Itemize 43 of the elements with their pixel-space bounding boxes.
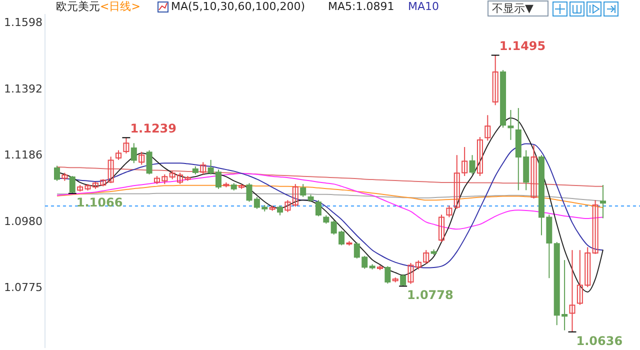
candlestick [476, 136, 483, 177]
candlestick [600, 184, 606, 219]
candlestick [292, 184, 298, 208]
candlestick [54, 165, 60, 182]
candlestick [592, 200, 598, 254]
y-tick-label: 1.0775 [4, 280, 42, 294]
text: MA10 [408, 0, 440, 13]
candlestick [384, 266, 391, 284]
candlestick [484, 114, 491, 142]
candlestick [69, 176, 76, 194]
y-tick-label: 1.1186 [4, 148, 42, 162]
y-tick-label: 1.1598 [4, 16, 42, 29]
candlestick [108, 156, 114, 184]
line-series [56, 172, 604, 230]
candlestick [469, 154, 476, 175]
candlestick [277, 205, 284, 216]
annotation: 1.0636 [576, 334, 623, 348]
candlestick [569, 250, 576, 332]
candlestick [130, 142, 137, 164]
candlestick [492, 54, 498, 106]
candlestick [315, 200, 322, 217]
candlestick [200, 162, 206, 175]
candlestick [446, 205, 452, 218]
annotation: 1.1066 [76, 195, 123, 210]
candlestick [508, 109, 514, 140]
text: MA5:1.0891 [328, 0, 394, 13]
candlestick [408, 262, 414, 284]
annotation: 1.0778 [407, 288, 454, 302]
annotation: 1.1495 [499, 39, 546, 54]
candlestick [116, 150, 122, 160]
y-tick-label: 1.0980 [4, 214, 42, 228]
candlestick [300, 184, 306, 198]
candlestick [146, 150, 152, 175]
candlestick [438, 214, 445, 243]
candlestick [530, 144, 537, 200]
candlestick [138, 151, 145, 166]
annotation: 1.1239 [130, 122, 177, 136]
text: MA(5,10,30,60,100,200) [171, 0, 306, 13]
candlestick [123, 137, 130, 154]
y-tick-label: 1.1392 [4, 82, 42, 96]
annotation: 不显示▼ [492, 2, 534, 15]
candlestick [284, 200, 291, 213]
chart-subtitle: <日线> [100, 0, 140, 13]
